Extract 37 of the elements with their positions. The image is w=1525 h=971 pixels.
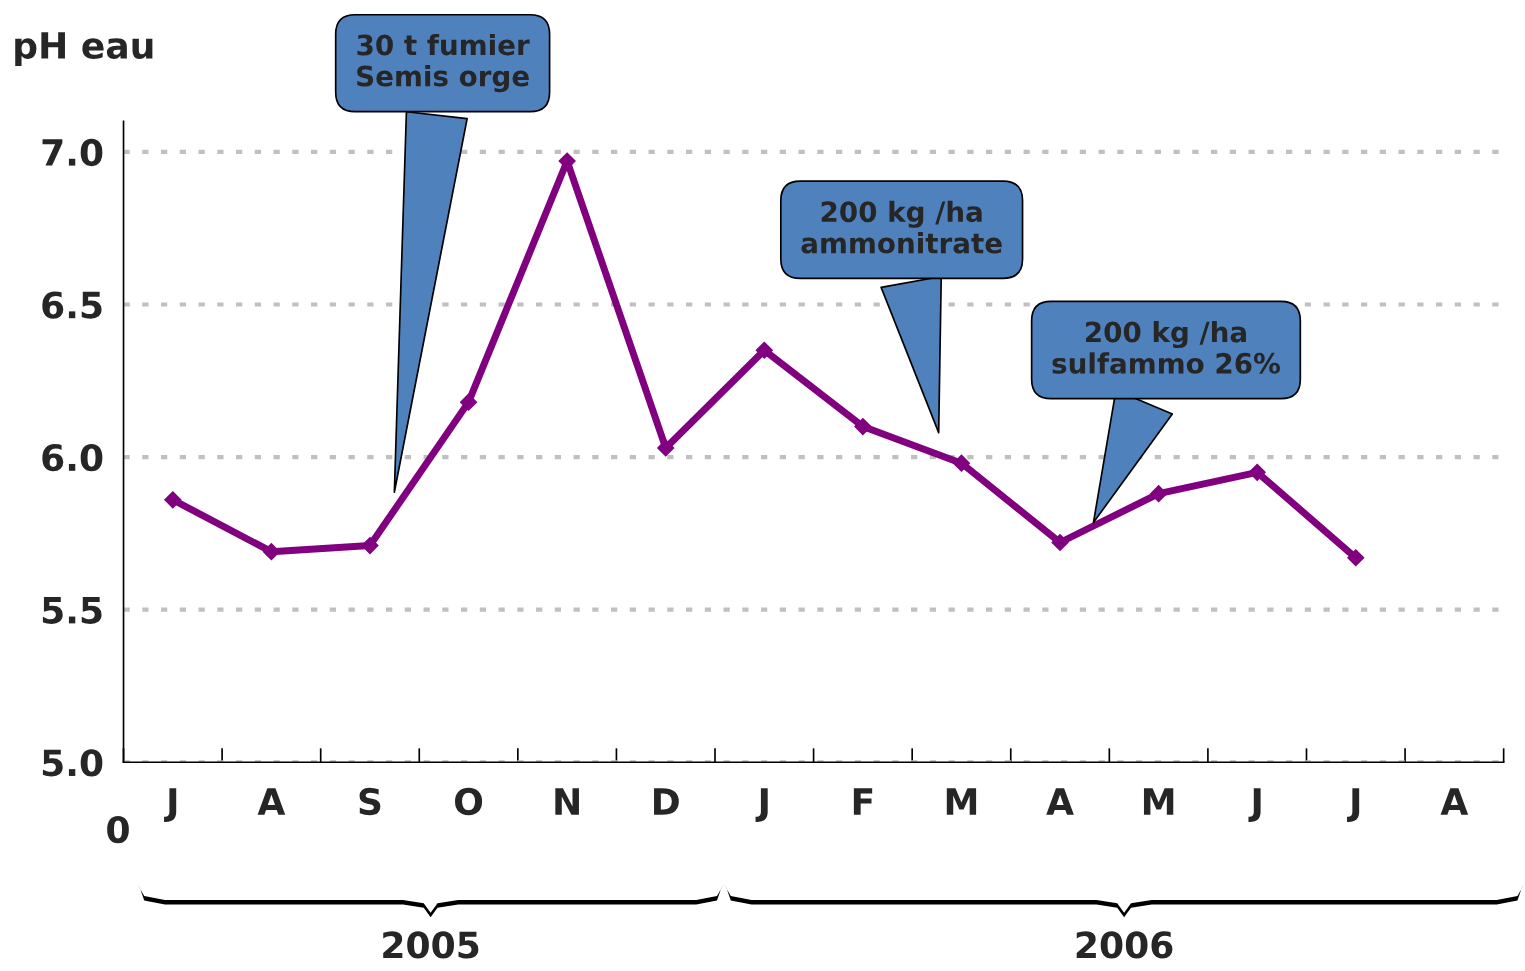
text: 2006: [1076, 931, 1173, 959]
point: [1150, 485, 1168, 503]
y-tick-label: 7.0: [42, 138, 103, 167]
point: [952, 454, 971, 472]
point: [1248, 463, 1266, 481]
y-tick-label: 6.0: [42, 443, 103, 472]
x-tick-label: J: [164, 788, 177, 822]
y-tick-label: 5.5: [42, 597, 102, 624]
text: 0: [107, 815, 129, 844]
x-tick-label: D: [654, 788, 679, 815]
point: [164, 491, 182, 509]
x-tick-label: F: [853, 788, 873, 815]
y-tick-label: 6.5: [42, 291, 102, 319]
y-axis-title: pH eau: [15, 32, 153, 67]
y-tick-label: 5.0: [42, 749, 103, 777]
x-tick-label: A: [1440, 788, 1469, 815]
x-tick-label: M: [1143, 788, 1174, 815]
x-tick-label: J: [755, 788, 768, 822]
annotation: 200 kg /ha ammonitrate: [801, 200, 1002, 254]
point: [755, 341, 773, 359]
text: 30 t fumier Semis orge: [357, 33, 530, 93]
x-tick-label: J: [1248, 788, 1261, 822]
point: [1051, 533, 1069, 552]
x-tick-label: O: [455, 787, 483, 816]
annotation: 200 kg /ha sulfammo 26%: [1052, 321, 1280, 374]
point: [854, 417, 872, 436]
x-tick-label: N: [555, 788, 579, 815]
x-tick-label: A: [1046, 788, 1074, 815]
point: [657, 439, 675, 457]
point: [262, 543, 280, 561]
x-tick-label: M: [946, 788, 977, 815]
x-tick-label: A: [257, 788, 286, 815]
point: [1347, 549, 1365, 567]
x-tick-label: S: [359, 787, 381, 816]
point: [460, 393, 478, 411]
x-tick-label: J: [1347, 788, 1360, 822]
text: 2005: [383, 931, 479, 959]
